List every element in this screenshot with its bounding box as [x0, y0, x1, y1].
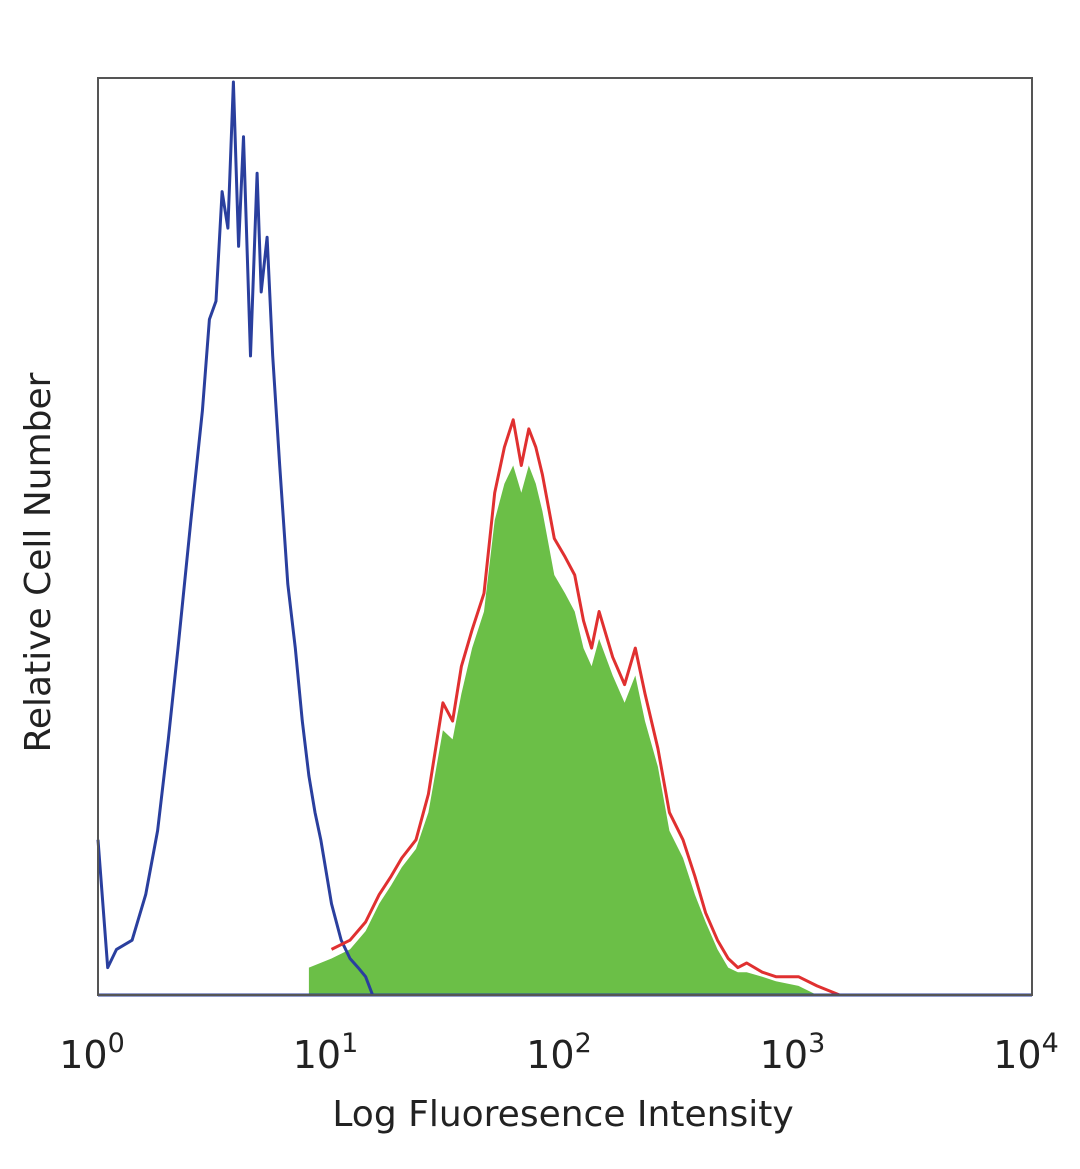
- x-tick-label: 103: [760, 1028, 826, 1077]
- x-tick-label: 104: [993, 1028, 1059, 1077]
- x-tick-labels: 100 101 102 103 104: [59, 1028, 1059, 1077]
- x-tick-exponent: 4: [1042, 1028, 1059, 1059]
- x-tick-exponent: 1: [341, 1028, 358, 1059]
- x-tick-base: 10: [760, 1033, 808, 1077]
- plot-frame: [97, 77, 1033, 996]
- x-tick-exponent: 0: [108, 1028, 125, 1059]
- control-histogram-line: [96, 80, 375, 996]
- x-axis-title: Log Fluoresence Intensity: [332, 1094, 793, 1135]
- x-tick-label: 101: [293, 1028, 359, 1077]
- x-tick-base: 10: [526, 1033, 574, 1077]
- stained-histogram-line: [330, 418, 841, 997]
- x-tick-base: 10: [59, 1033, 107, 1077]
- series-layer: [96, 80, 1032, 997]
- y-axis-title: Relative Cell Number: [18, 372, 59, 752]
- x-tick-exponent: 3: [808, 1028, 825, 1059]
- x-tick-exponent: 2: [575, 1028, 592, 1059]
- x-tick-base: 10: [293, 1033, 341, 1077]
- x-tick-label: 102: [526, 1028, 592, 1077]
- x-tick-base: 10: [993, 1033, 1041, 1077]
- filled-histogram: [308, 465, 817, 995]
- x-tick-label: 100: [59, 1028, 125, 1077]
